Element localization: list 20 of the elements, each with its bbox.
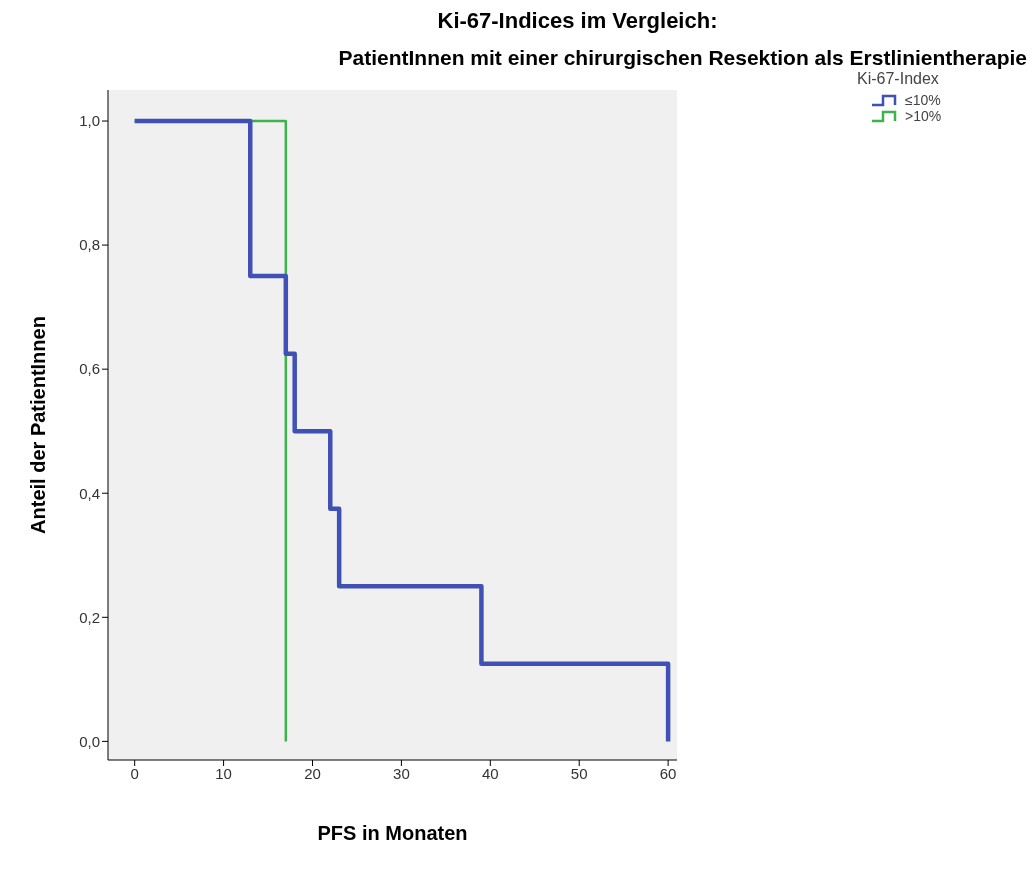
y-tick-label: 0,8 [79,236,100,254]
x-tick-label: 50 [570,764,588,782]
y-axis-title: Anteil der PatientInnen [27,316,50,534]
y-tick-label: 0,2 [79,608,100,626]
y-tick-label: 0,0 [79,732,100,750]
x-tick-label: 40 [481,764,499,782]
legend-title: Ki-67-Index [857,70,940,88]
legend-label: >10% [905,108,942,124]
chart-title: Ki-67-Indices im Vergleich: [436,8,719,34]
x-tick-label: 10 [215,764,232,782]
x-axis-title: PFS in Monaten [317,822,468,844]
y-tick-label: 0,6 [79,360,100,378]
x-tick-label: 0 [130,764,139,782]
legend-label: ≤10% [905,92,941,108]
x-tick-label: 20 [304,764,321,782]
chart-subtitle: PatientInnen mit einer chirurgischen Resektion als Erstlinientherapie [337,46,1027,70]
y-tick-label: 0,4 [79,484,100,502]
x-tick-label: 30 [393,764,410,782]
x-tick-label: 60 [659,764,677,782]
y-tick-label: 1,0 [79,112,100,130]
